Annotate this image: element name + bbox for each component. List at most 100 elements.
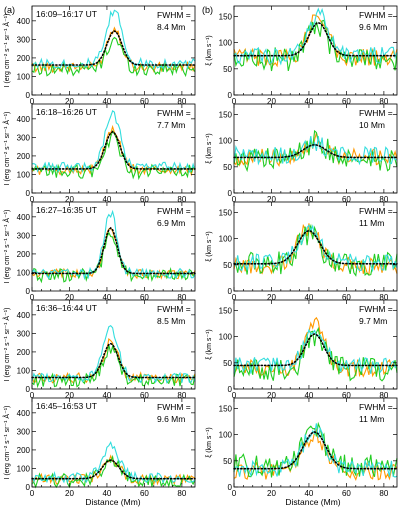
y-tick-label: 100 xyxy=(219,333,233,342)
series-cyan-line xyxy=(233,224,398,273)
y-tick-label: 50 xyxy=(223,163,232,172)
x-axis-label-right: Distance (Mm) xyxy=(285,497,340,507)
y-tick-label: 200 xyxy=(17,348,31,357)
x-tick-label: 60 xyxy=(342,489,351,498)
gaussian-fit-line xyxy=(31,459,196,480)
x-tick-label: 0 xyxy=(30,97,35,106)
x-tick-label: 40 xyxy=(304,391,313,400)
x-tick-label: 80 xyxy=(177,97,186,106)
gaussian-fit-line xyxy=(233,143,398,159)
time-range-label: 16:09–16:17 UT xyxy=(36,9,97,19)
y-tick-label: 400 xyxy=(17,17,31,26)
y-tick-label: 400 xyxy=(17,409,31,418)
fwhm-label: FWHM = xyxy=(359,10,393,20)
y-tick-label: 0 xyxy=(228,483,233,492)
gaussian-fit-line xyxy=(233,333,398,367)
x-tick-label: 60 xyxy=(342,195,351,204)
fwhm-label: FWHM = xyxy=(157,304,191,314)
x-tick-label: 0 xyxy=(30,293,35,302)
x-tick-label: 20 xyxy=(267,97,276,106)
panel-a-5: 0 20 40 60 80 0 100 200 300 400 I (erg cm⁻² s⁻¹ sr… xyxy=(2,397,196,498)
series-green-line xyxy=(31,344,196,389)
series-green-line xyxy=(233,326,398,382)
y-tick-label: 100 xyxy=(219,431,233,440)
x-tick-label: 80 xyxy=(177,489,186,498)
axes-frame xyxy=(233,397,398,488)
fwhm-value: 6.9 Mm xyxy=(157,218,185,228)
y-tick-label: 200 xyxy=(17,152,31,161)
x-tick-label: 20 xyxy=(267,489,276,498)
x-tick-label: 60 xyxy=(342,97,351,106)
panel-label-a: (a) xyxy=(4,5,15,15)
y-tick-label: 50 xyxy=(223,65,232,74)
axes-frame xyxy=(31,397,196,488)
y-tick-label: 150 xyxy=(219,306,233,315)
y-tick-label: 300 xyxy=(17,35,31,44)
panel-a-4: 0 20 40 60 80 0 100 200 300 400 I (erg cm⁻² s⁻¹ sr… xyxy=(2,299,196,400)
y-tick-label: 100 xyxy=(219,137,233,146)
y-tick-label: 0 xyxy=(26,91,31,100)
y-tick-label: 200 xyxy=(17,250,31,259)
gaussian-fit-line xyxy=(31,342,196,379)
y-tick-label: 150 xyxy=(219,12,233,21)
y-tick-label: 300 xyxy=(17,329,31,338)
x-tick-label: 0 xyxy=(30,195,35,204)
x-tick-label: 80 xyxy=(379,293,388,302)
y-axis-label: I (erg cm⁻² s⁻¹ sr⁻¹ Å⁻¹) xyxy=(2,308,11,382)
y-tick-label: 0 xyxy=(26,287,31,296)
y-tick-label: 300 xyxy=(17,133,31,142)
axes-frame xyxy=(233,5,398,96)
y-axis-label: ξ (km s⁻¹) xyxy=(206,329,213,360)
fwhm-value: 9.6 Mm xyxy=(359,22,387,32)
gaussian-fit-line xyxy=(233,229,398,265)
x-tick-label: 0 xyxy=(232,293,237,302)
x-axis-label-left: Distance (Mm) xyxy=(85,497,140,507)
y-tick-label: 400 xyxy=(17,213,31,222)
x-tick-label: 80 xyxy=(379,97,388,106)
series-cyan-line xyxy=(233,7,398,66)
x-tick-label: 20 xyxy=(65,489,74,498)
series-cyan-line xyxy=(233,136,398,166)
y-tick-label: 150 xyxy=(219,404,233,413)
x-tick-label: 80 xyxy=(379,489,388,498)
series-orange-line xyxy=(233,316,398,378)
x-tick-label: 60 xyxy=(140,97,149,106)
x-tick-label: 40 xyxy=(304,489,313,498)
x-tick-label: 40 xyxy=(304,293,313,302)
x-tick-label: 20 xyxy=(267,195,276,204)
gaussian-fit-line xyxy=(31,226,196,275)
x-tick-label: 60 xyxy=(140,489,149,498)
x-tick-label: 60 xyxy=(140,195,149,204)
y-tick-label: 0 xyxy=(228,287,233,296)
fwhm-label: FWHM = xyxy=(359,304,393,314)
x-tick-label: 0 xyxy=(232,97,237,106)
series-cyan-line xyxy=(233,328,398,374)
y-axis-label: ξ (km s⁻¹) xyxy=(206,133,213,164)
y-tick-label: 100 xyxy=(219,235,233,244)
fwhm-value: 9.7 Mm xyxy=(359,316,387,326)
panel-label-b: (b) xyxy=(202,5,213,15)
y-tick-label: 100 xyxy=(17,268,31,277)
axes-frame xyxy=(233,299,398,390)
x-tick-label: 20 xyxy=(65,391,74,400)
y-tick-label: 0 xyxy=(26,189,31,198)
x-tick-label: 40 xyxy=(304,195,313,204)
panel-a-2: 0 20 40 60 80 0 100 200 300 400 I (erg cm⁻² s⁻¹ sr… xyxy=(2,103,196,204)
y-tick-label: 50 xyxy=(223,261,232,270)
fwhm-value: 10 Mm xyxy=(359,120,385,130)
panel-b-1: 0 20 40 60 80 0 50 100 150 ξ (km s⁻¹) FWHM = 9.6 Mm xyxy=(206,5,398,106)
fwhm-value: 8.5 Mm xyxy=(157,316,185,326)
x-tick-label: 0 xyxy=(30,391,35,400)
x-tick-label: 40 xyxy=(102,97,111,106)
y-axis-label: ξ (km s⁻¹) xyxy=(206,35,213,66)
fwhm-label: FWHM = xyxy=(157,402,191,412)
series-orange-line xyxy=(233,14,398,68)
fwhm-label: FWHM = xyxy=(157,108,191,118)
gaussian-fit-line xyxy=(233,21,398,57)
gaussian-fit-line xyxy=(233,431,398,470)
fwhm-value: 9.6 Mm xyxy=(157,414,185,424)
panel-b-4: 0 20 40 60 80 0 50 100 150 ξ (km s⁻¹) FWHM = 9.7 Mm xyxy=(206,299,398,400)
y-tick-label: 0 xyxy=(26,385,31,394)
axes-frame xyxy=(31,299,196,390)
x-tick-label: 80 xyxy=(379,195,388,204)
